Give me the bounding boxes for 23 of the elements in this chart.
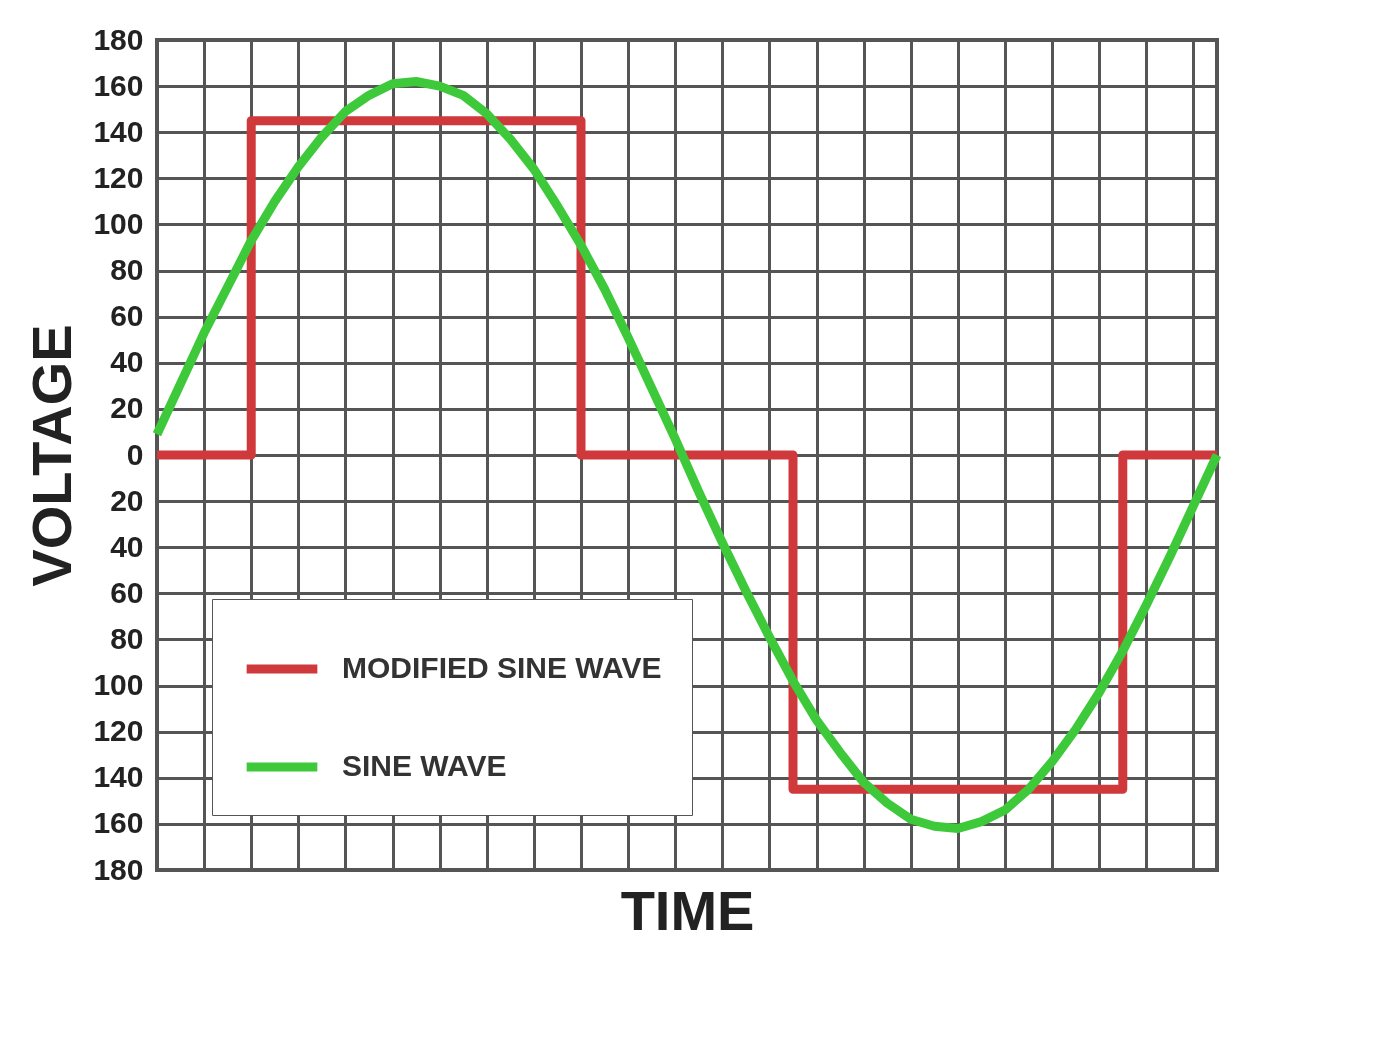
legend-label: SINE WAVE xyxy=(342,749,507,782)
y-tick-label: 60 xyxy=(110,575,144,609)
y-tick-label: 120 xyxy=(93,160,144,194)
y-tick-label: 0 xyxy=(126,437,144,471)
y-tick-label: 20 xyxy=(110,391,144,425)
y-axis-title: VOLTAGE xyxy=(20,324,84,587)
y-tick-label: 120 xyxy=(93,714,144,748)
y-tick-label: 140 xyxy=(93,114,144,148)
y-tick-label: 40 xyxy=(110,345,144,379)
y-tick-label: 20 xyxy=(110,483,144,517)
y-tick-label: 100 xyxy=(93,668,144,702)
y-tick-label: 180 xyxy=(93,22,144,56)
y-tick-label: 160 xyxy=(93,806,144,840)
y-tick-label: 160 xyxy=(93,68,144,102)
y-tick-label: 180 xyxy=(93,852,144,886)
y-tick-label: 40 xyxy=(110,529,144,563)
y-tick-label: 80 xyxy=(110,621,144,655)
y-tick-label: 60 xyxy=(110,299,144,333)
legend-label: MODIFIED SINE WAVE xyxy=(342,651,662,684)
y-tick-label: 80 xyxy=(110,253,144,287)
y-tick-label: 140 xyxy=(93,760,144,794)
x-axis-title: TIME xyxy=(620,878,755,942)
y-tick-label: 100 xyxy=(93,206,144,240)
